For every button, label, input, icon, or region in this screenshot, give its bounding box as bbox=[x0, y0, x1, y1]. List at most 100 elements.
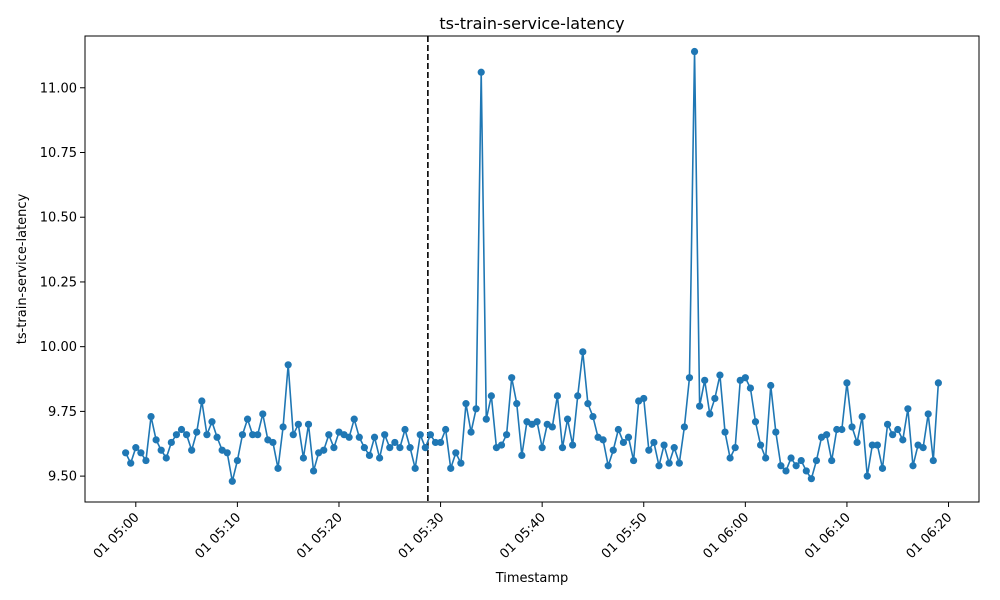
data-point bbox=[787, 454, 795, 462]
x-tick-label: 01 05:30 bbox=[396, 510, 448, 562]
data-point bbox=[868, 441, 876, 449]
data-point bbox=[665, 459, 673, 467]
data-point bbox=[751, 418, 760, 426]
data-point bbox=[934, 379, 942, 387]
data-point bbox=[355, 433, 363, 441]
data-point bbox=[878, 464, 887, 472]
data-point bbox=[838, 425, 846, 434]
data-point bbox=[883, 420, 892, 428]
data-point bbox=[442, 425, 450, 434]
x-tick-label: 01 06:00 bbox=[700, 510, 752, 562]
data-point bbox=[619, 438, 628, 447]
data-point bbox=[589, 412, 597, 421]
data-point bbox=[609, 446, 617, 454]
data-point bbox=[802, 467, 810, 475]
data-point bbox=[198, 397, 206, 405]
data-point bbox=[132, 444, 140, 452]
data-point bbox=[274, 464, 282, 472]
data-point bbox=[167, 438, 175, 447]
data-point bbox=[909, 462, 917, 470]
data-point bbox=[411, 464, 419, 472]
y-tick-label: 10.00 bbox=[40, 340, 77, 355]
data-point bbox=[370, 433, 379, 441]
data-point bbox=[289, 431, 297, 439]
data-point bbox=[284, 361, 292, 369]
data-point bbox=[746, 384, 755, 392]
data-point bbox=[177, 425, 186, 434]
data-point bbox=[365, 451, 374, 459]
data-point bbox=[584, 400, 592, 408]
data-point bbox=[604, 462, 612, 470]
data-point bbox=[645, 446, 653, 454]
y-tick-label: 10.75 bbox=[40, 146, 77, 161]
data-point bbox=[640, 394, 648, 403]
data-point bbox=[508, 374, 516, 382]
data-point bbox=[127, 459, 135, 467]
data-point bbox=[162, 454, 170, 462]
data-point bbox=[147, 412, 155, 421]
y-tick-label: 11.00 bbox=[40, 81, 77, 96]
data-point bbox=[350, 415, 358, 423]
data-point bbox=[431, 438, 440, 447]
data-point bbox=[330, 444, 338, 452]
data-point bbox=[513, 400, 521, 408]
data-point bbox=[426, 431, 435, 439]
x-tick-label: 01 05:40 bbox=[497, 510, 549, 562]
x-tick-label: 01 05:10 bbox=[192, 510, 244, 562]
data-point bbox=[899, 436, 907, 444]
data-point bbox=[894, 425, 902, 434]
data-point bbox=[929, 456, 937, 465]
data-point bbox=[182, 431, 191, 439]
data-point bbox=[706, 410, 714, 418]
data-point bbox=[381, 431, 389, 439]
data-point bbox=[863, 472, 871, 480]
data-point bbox=[797, 456, 805, 465]
data-point bbox=[233, 456, 241, 465]
data-point bbox=[660, 441, 668, 449]
data-point bbox=[482, 415, 490, 423]
data-point bbox=[249, 431, 257, 439]
data-point bbox=[569, 441, 577, 449]
data-point bbox=[193, 428, 201, 436]
data-point bbox=[391, 438, 399, 447]
data-point bbox=[223, 449, 231, 457]
data-point bbox=[188, 446, 196, 454]
y-tick-label: 10.25 bbox=[40, 275, 77, 290]
data-point bbox=[299, 454, 308, 462]
data-point bbox=[325, 431, 333, 439]
data-point bbox=[777, 462, 785, 470]
data-point bbox=[553, 392, 562, 400]
data-point bbox=[467, 428, 475, 436]
data-point bbox=[152, 436, 160, 444]
data-point bbox=[259, 410, 267, 418]
x-tick-label: 01 05:00 bbox=[91, 510, 143, 562]
data-point bbox=[345, 433, 353, 441]
data-point bbox=[558, 444, 567, 452]
data-point bbox=[873, 441, 882, 449]
y-tick-label: 9.50 bbox=[48, 470, 77, 485]
data-point bbox=[807, 475, 815, 483]
data-point bbox=[294, 420, 302, 428]
data-point bbox=[452, 449, 460, 457]
data-point bbox=[711, 394, 719, 403]
data-point bbox=[503, 431, 511, 439]
data-point bbox=[122, 449, 130, 457]
data-point bbox=[924, 410, 932, 418]
data-point bbox=[716, 371, 724, 379]
data-point bbox=[741, 374, 749, 382]
data-point bbox=[457, 459, 465, 467]
data-point bbox=[213, 433, 221, 441]
data-point bbox=[624, 433, 633, 441]
data-point bbox=[828, 456, 836, 465]
data-point bbox=[812, 456, 821, 465]
data-point bbox=[721, 428, 729, 436]
data-point bbox=[137, 449, 145, 457]
data-point bbox=[762, 454, 770, 462]
data-point bbox=[614, 425, 622, 434]
data-point bbox=[487, 392, 495, 400]
data-point bbox=[518, 451, 526, 459]
data-point bbox=[538, 444, 546, 452]
x-axis-label: Timestamp bbox=[495, 571, 569, 586]
series-latency bbox=[122, 47, 942, 485]
